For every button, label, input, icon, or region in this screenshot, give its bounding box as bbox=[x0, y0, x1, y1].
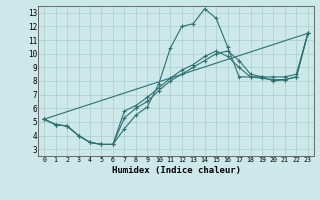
X-axis label: Humidex (Indice chaleur): Humidex (Indice chaleur) bbox=[111, 166, 241, 175]
